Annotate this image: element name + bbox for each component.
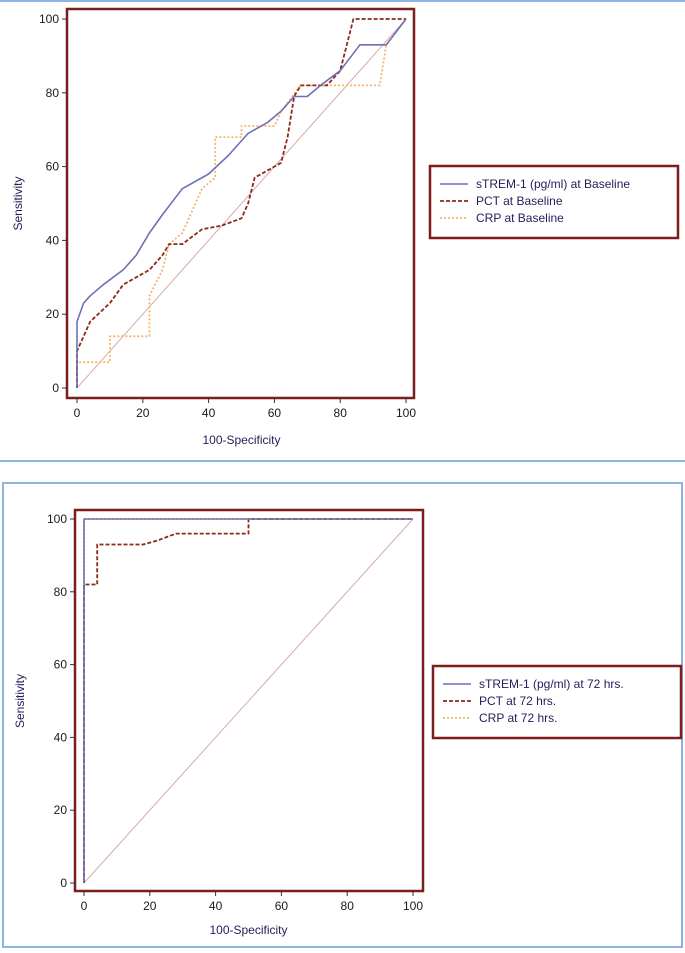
x-tick-label: 0 bbox=[74, 406, 81, 420]
x-tick-label: 80 bbox=[341, 899, 355, 913]
legend-label: sTREM-1 (pg/ml) at 72 hrs. bbox=[479, 677, 624, 691]
y-tick-label: 80 bbox=[54, 585, 68, 599]
y-axis-label: Sensitivity bbox=[13, 674, 27, 728]
y-tick-label: 0 bbox=[52, 381, 59, 395]
legend-label: PCT at 72 hrs. bbox=[479, 694, 556, 708]
y-tick-label: 40 bbox=[46, 233, 60, 247]
x-tick-label: 60 bbox=[275, 899, 289, 913]
x-tick-label: 20 bbox=[143, 899, 157, 913]
x-tick-label: 80 bbox=[334, 406, 348, 420]
x-tick-label: 100 bbox=[403, 899, 423, 913]
y-tick-label: 0 bbox=[60, 876, 67, 890]
x-tick-label: 20 bbox=[136, 406, 150, 420]
y-axis-label: Sensitivity bbox=[11, 176, 25, 230]
y-tick-label: 80 bbox=[46, 86, 60, 100]
y-tick-label: 100 bbox=[39, 12, 59, 26]
x-tick-label: 100 bbox=[396, 406, 416, 420]
chart-panel-2: 0 20 40 60 80 100 0 20 40 60 80 100 100-Specificity S… bbox=[13, 508, 683, 937]
y-tick-label: 20 bbox=[54, 803, 68, 817]
y-tick-label: 60 bbox=[54, 658, 68, 672]
y-tick-label: 60 bbox=[46, 160, 60, 174]
legend: sTREM-1 (pg/ml) at Baseline PCT at Baseli… bbox=[428, 164, 680, 240]
legend-label: CRP at 72 hrs. bbox=[479, 711, 557, 725]
legend-label: PCT at Baseline bbox=[476, 194, 563, 208]
series-line-pct bbox=[83, 518, 413, 883]
x-tick-label: 40 bbox=[202, 406, 216, 420]
top-panel-frame bbox=[0, 0, 685, 462]
x-axis-label: 100-Specificity bbox=[209, 923, 287, 937]
reference-diagonal bbox=[76, 18, 407, 389]
legend-label: CRP at Baseline bbox=[476, 211, 564, 225]
legend-box bbox=[428, 164, 680, 240]
legend-box bbox=[431, 664, 683, 740]
x-tick-label: 60 bbox=[268, 406, 282, 420]
x-tick-label: 40 bbox=[209, 899, 223, 913]
reference-diagonal bbox=[83, 518, 414, 884]
y-tick-label: 20 bbox=[46, 307, 60, 321]
y-tick-label: 100 bbox=[47, 512, 67, 526]
chart-panel-1: 0 20 40 60 80 100 0 20 40 60 80 100 100-Specificity S… bbox=[11, 7, 680, 447]
plot-frame bbox=[73, 508, 425, 893]
series-line-strem bbox=[83, 518, 413, 883]
legend: sTREM-1 (pg/ml) at 72 hrs. PCT at 72 hrs.… bbox=[431, 664, 683, 740]
x-axis-label: 100-Specificity bbox=[202, 433, 280, 447]
plot-frame bbox=[65, 7, 416, 400]
y-tick-label: 40 bbox=[54, 730, 68, 744]
series-line-strem bbox=[76, 18, 407, 388]
legend-label: sTREM-1 (pg/ml) at Baseline bbox=[476, 177, 630, 191]
x-tick-label: 0 bbox=[81, 899, 88, 913]
